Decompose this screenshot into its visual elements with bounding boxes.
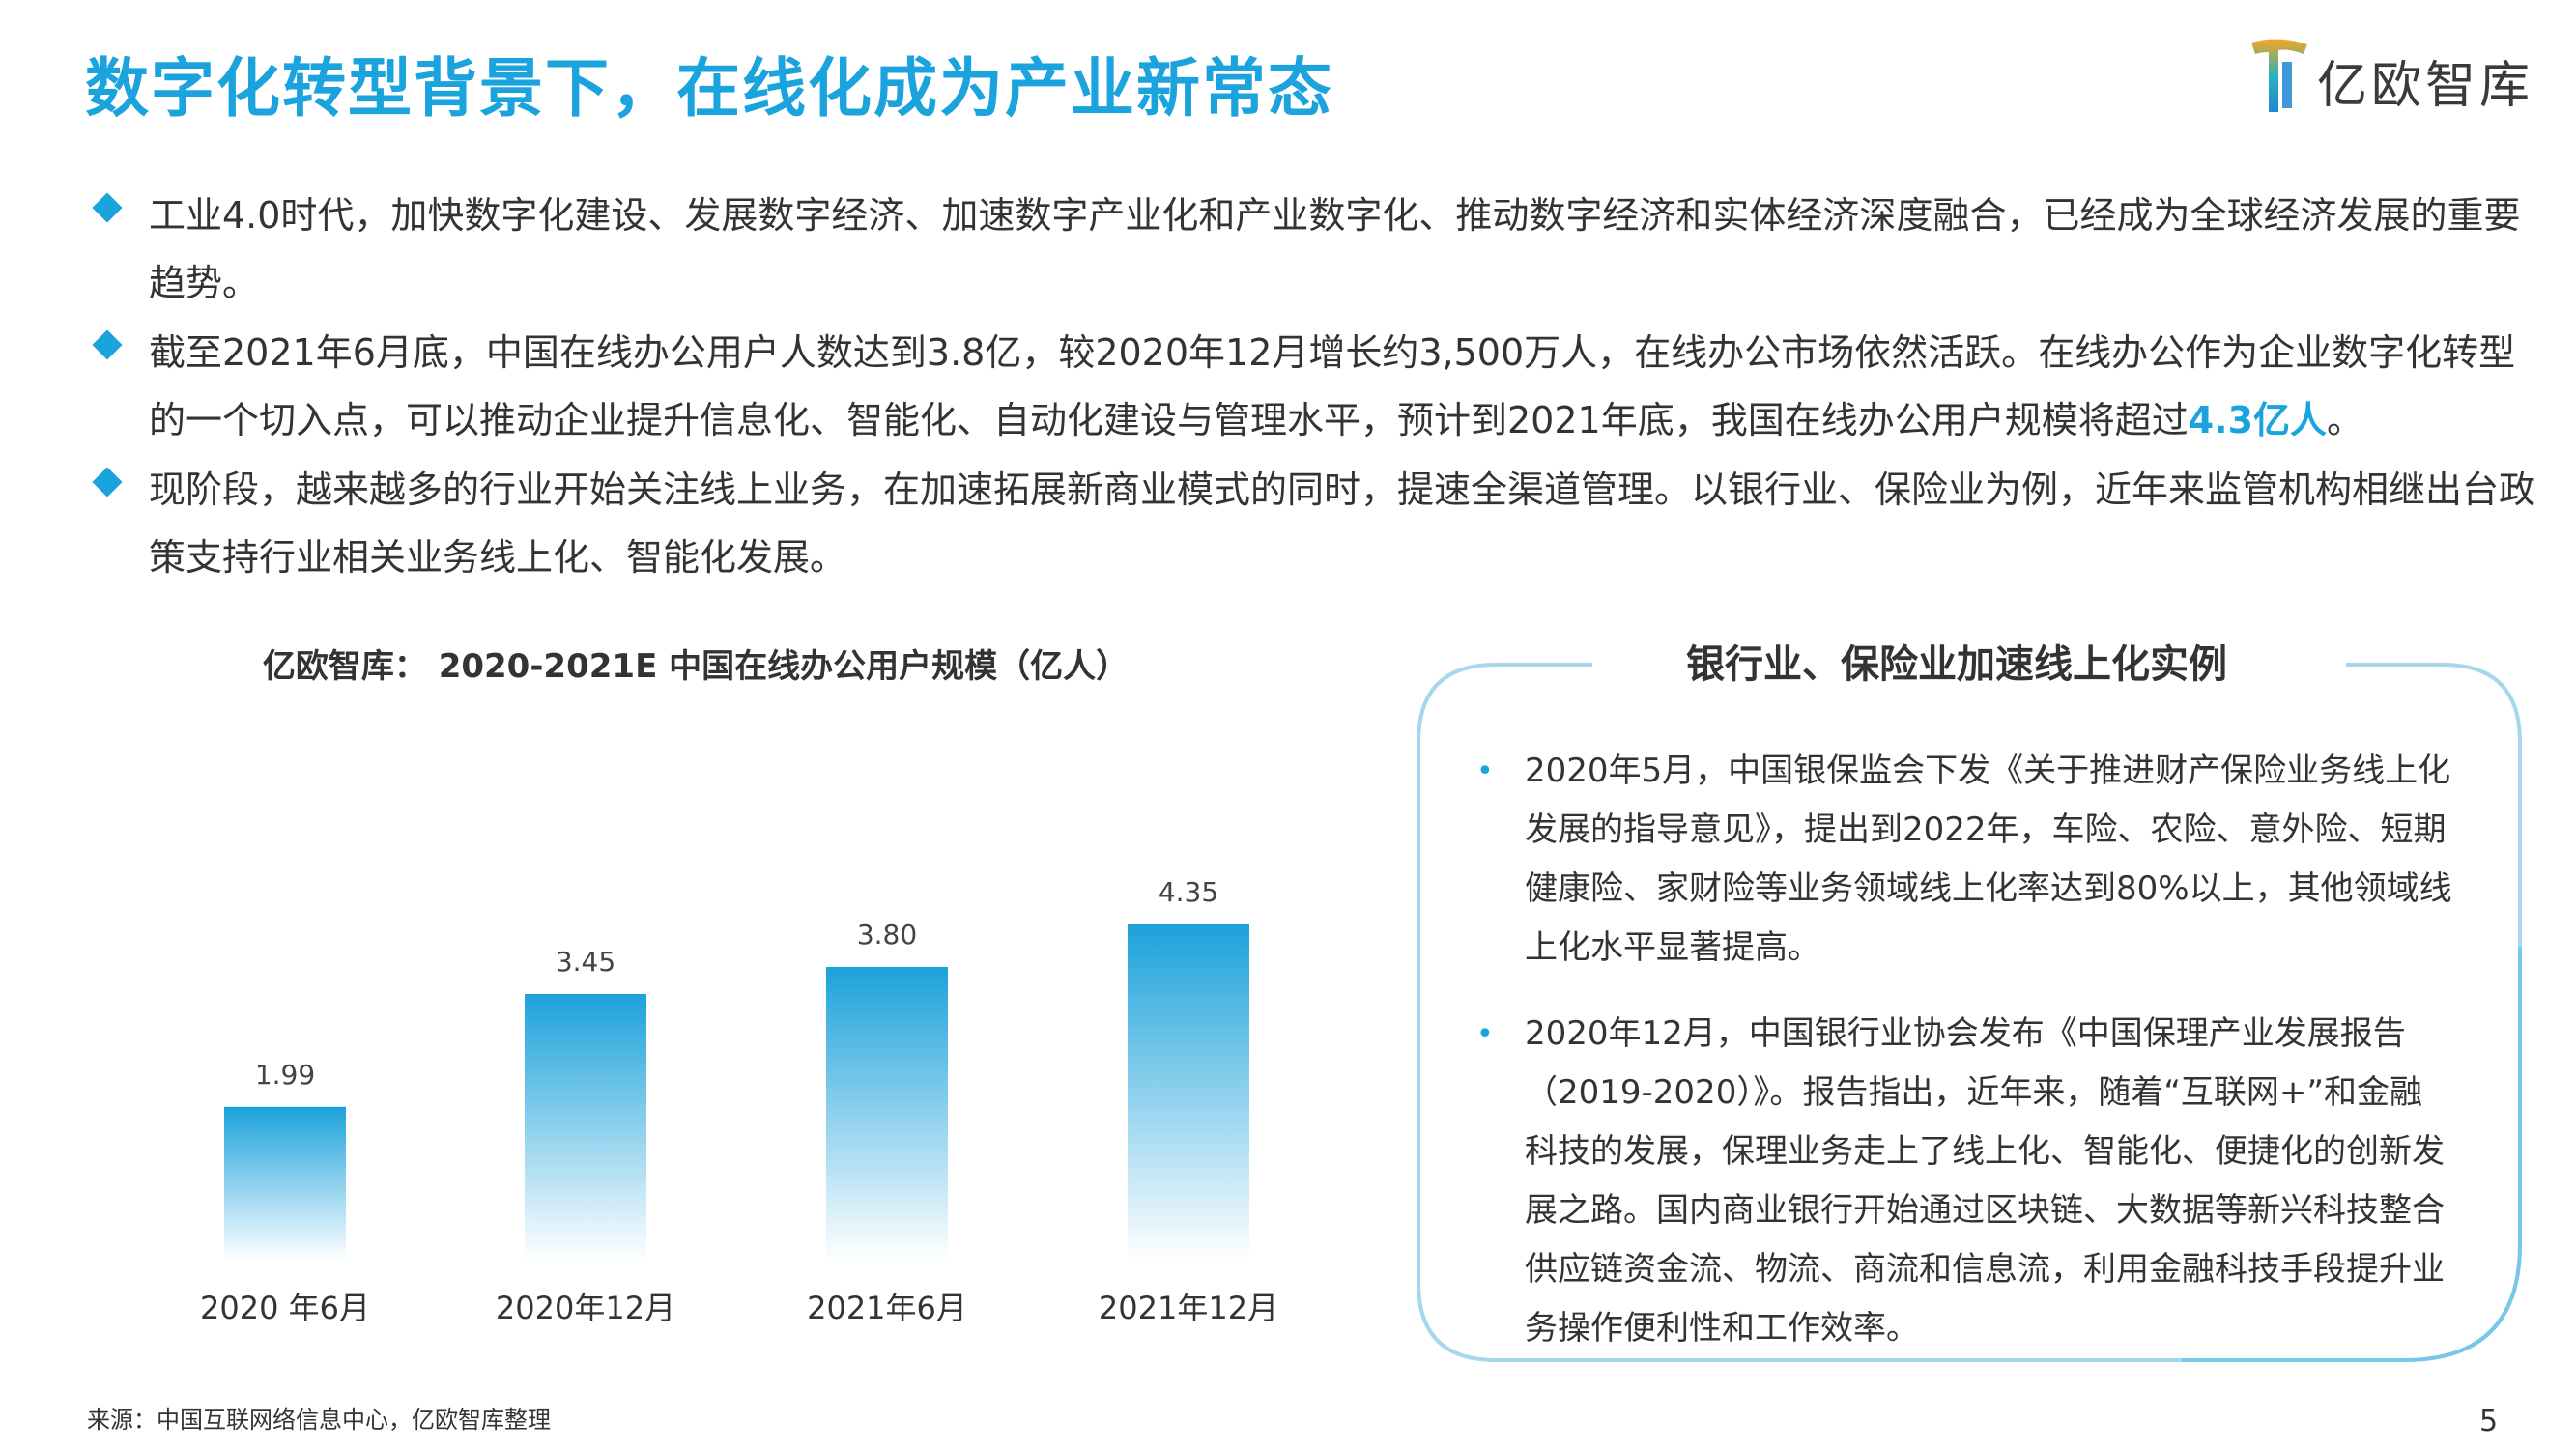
category-label: 2020年12月 [496,1290,675,1326]
bar-1 [224,1106,346,1261]
bullet-text-before: 截至2021年6月底，中国在线办公用户人数达到3.8亿，较2020年12月增长约… [149,331,2516,441]
logo-icon [2251,39,2307,112]
bullet-item: 工业4.0时代，加快数字化建设、发展数字经济、加速数字产业化和产业数字化、推动数… [89,182,2543,317]
bullet-text: 工业4.0时代，加快数字化建设、发展数字经济、加速数字产业化和产业数字化、推动数… [149,194,2521,304]
case-item: • 2020年12月，中国银行业协会发布《中国保理产业发展报告（2019-202… [1476,1005,2452,1358]
page-number: 5 [2479,1405,2499,1438]
value-label: 3.45 [556,946,615,978]
case-box-title: 银行业、保险业加速线上化实例 [1686,642,2227,687]
diamond-bullet-icon [92,467,123,497]
chart-title: 亿欧智库： 2020-2021E 中国在线办公用户规模（亿人） [262,647,1130,686]
case-box-border [1417,663,2522,1362]
logo: 亿欧智库 [2249,37,2530,118]
case-list: • 2020年5月，中国银保监会下发《关于推进财产保险业务线上化发展的指导意见》… [1476,742,2452,1385]
category-label: 2021年12月 [1099,1290,1278,1326]
diamond-bullet-icon [92,192,123,223]
case-item: • 2020年5月，中国银保监会下发《关于推进财产保险业务线上化发展的指导意见》… [1476,742,2452,978]
source-note: 来源：中国互联网络信息中心，亿欧智库整理 [87,1406,551,1434]
bullet-text-after: 。 [2327,399,2364,441]
logo-text: 亿欧智库 [2317,57,2534,115]
bar-2 [525,994,646,1261]
bullet-item: 现阶段，越来越多的行业开始关注线上业务，在加速拓展新商业模式的同时，提速全渠道管… [89,456,2543,591]
page-title: 数字化转型背景下，在线化成为产业新常态 [85,51,1333,126]
highlight-value: 4.3亿人 [2188,399,2328,441]
bar-4 [1128,924,1249,1261]
value-label: 3.80 [857,919,917,951]
category-label: 2021年6月 [807,1290,967,1326]
bar-chart: 1.99 2020 年6月 3.45 2020年12月 3.80 2021年6月 4.35 2… [200,876,1278,1326]
category-label: 2020 年6月 [200,1290,370,1326]
value-label: 1.99 [255,1059,315,1091]
dot-bullet-icon: • [1476,754,1494,788]
bullet-text: 现阶段，越来越多的行业开始关注线上业务，在加速拓展新商业模式的同时，提速全渠道管… [149,469,2536,579]
case-text: 2020年5月，中国银保监会下发《关于推进财产保险业务线上化发展的指导意见》，提… [1525,752,2452,967]
bullet-text: 截至2021年6月底，中国在线办公用户人数达到3.8亿，较2020年12月增长约… [149,319,2543,454]
dot-bullet-icon: • [1476,1017,1494,1051]
diamond-bullet-icon [92,329,123,360]
bullet-item: 截至2021年6月底，中国在线办公用户人数达到3.8亿，较2020年12月增长约… [89,319,2543,454]
bullet-list: 工业4.0时代，加快数字化建设、发展数字经济、加速数字产业化和产业数字化、推动数… [89,182,2543,593]
value-label: 4.35 [1159,876,1218,908]
bar-3 [826,967,948,1261]
case-text: 2020年12月，中国银行业协会发布《中国保理产业发展报告（2019-2020）… [1525,1014,2445,1348]
